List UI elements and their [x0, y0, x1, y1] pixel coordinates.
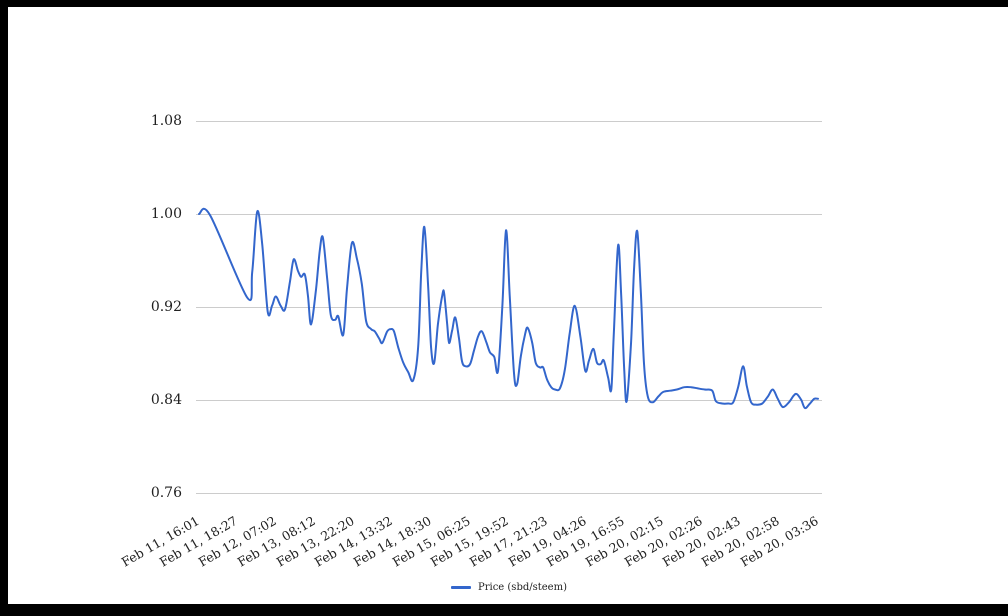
gridline — [196, 400, 822, 401]
gridline — [196, 214, 822, 215]
window-frame-top — [0, 0, 1008, 7]
price-series-line[interactable] — [198, 207, 819, 410]
window-frame-bottom — [0, 604, 1008, 616]
gridline — [196, 307, 822, 308]
y-tick-label: 0.84 — [150, 392, 182, 408]
y-tick-label: 1.08 — [150, 113, 182, 129]
y-tick-label: 0.92 — [150, 299, 182, 315]
legend: Price (sbd/steem) — [196, 582, 822, 593]
y-tick-label: 1.00 — [150, 206, 182, 222]
gridline — [196, 121, 822, 122]
y-tick-label: 0.76 — [150, 485, 182, 501]
window-frame-left — [0, 0, 8, 616]
legend-label: Price (sbd/steem) — [478, 582, 567, 593]
legend-line-swatch — [451, 586, 471, 589]
gridline — [196, 493, 822, 494]
